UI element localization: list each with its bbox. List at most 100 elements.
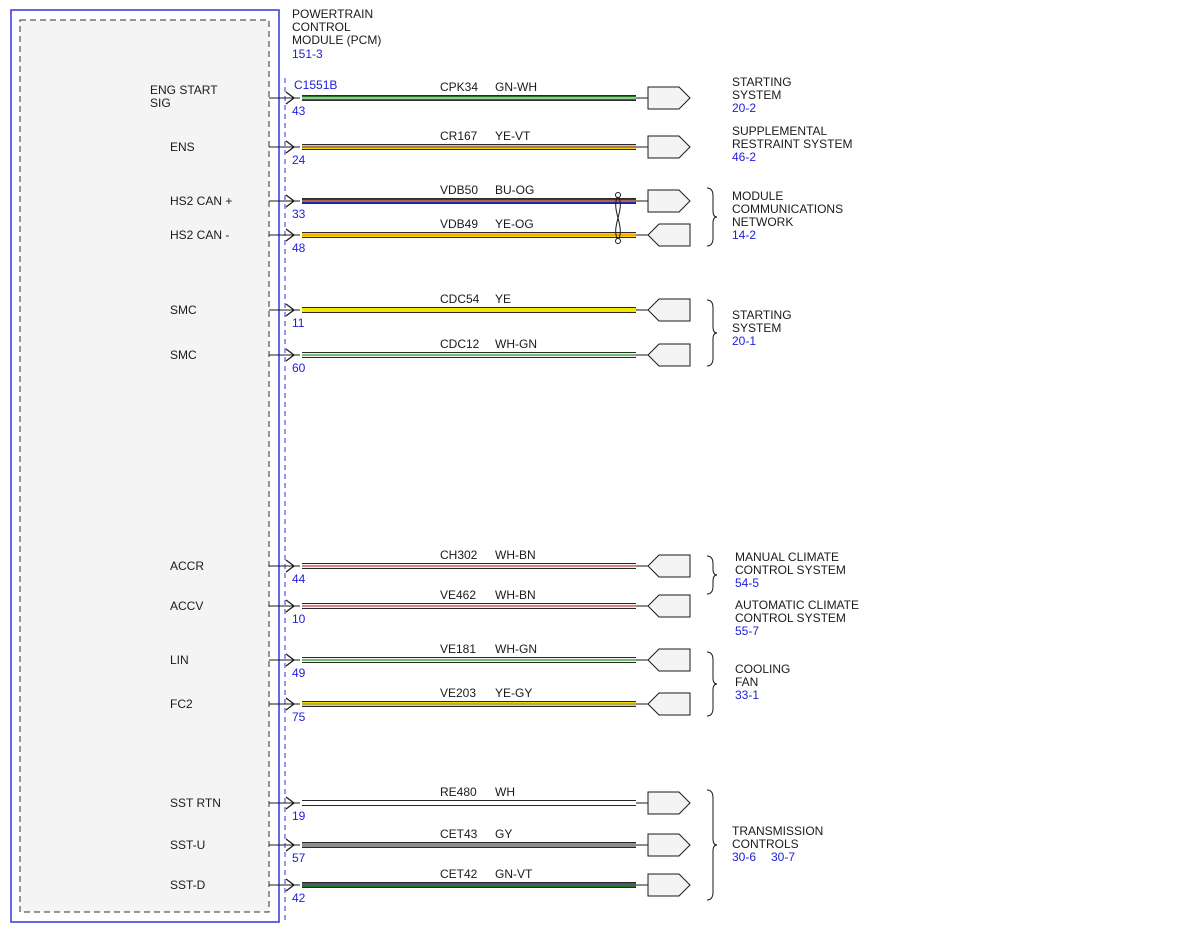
pin-arrow-icon: [285, 599, 296, 613]
wire-stripe: [302, 309, 636, 311]
pin-number: 24: [292, 153, 306, 167]
signal-label: SMC: [170, 348, 197, 362]
pin-arrow-icon: [285, 838, 296, 852]
wire-stripe: [302, 234, 636, 236]
inline-connector[interactable]: [647, 189, 691, 213]
inline-connector[interactable]: [647, 223, 691, 247]
pin-number: 10: [292, 612, 306, 626]
destination-ref[interactable]: 20-1: [732, 334, 756, 348]
destination-label: CONTROLS: [732, 837, 799, 851]
destination-ref[interactable]: 46-2: [732, 150, 756, 164]
destination-label: CONTROL SYSTEM: [735, 563, 846, 577]
destination-label: TRANSMISSION: [732, 824, 823, 838]
wire-row: FC2 75 VE203 YE-GY: [170, 686, 691, 724]
module-title-line-3: MODULE (PCM): [292, 33, 381, 47]
wire-row: SST RTN 19 RE480 WH: [170, 785, 691, 823]
signal-label: LIN: [170, 653, 189, 667]
circuit-id: CDC54: [440, 292, 480, 306]
pin-arrow-icon: [285, 194, 296, 208]
signal-label: ACCV: [170, 599, 203, 613]
module-ref[interactable]: 151-3: [292, 47, 323, 61]
pin-number: 60: [292, 361, 306, 375]
destination-ref[interactable]: 14-2: [732, 228, 756, 242]
grouping-brace-icon: [706, 651, 718, 717]
destinations-layer: STARTINGSYSTEM20-2SUPPLEMENTALRESTRAINT …: [706, 75, 859, 901]
destination-label: RESTRAINT SYSTEM: [732, 137, 852, 151]
grouping-brace-icon: [706, 187, 718, 247]
wire-stripe: [302, 97, 636, 99]
inline-connector[interactable]: [647, 873, 691, 897]
wire-row: HS2 CAN - 48 VDB49 YE-OG: [170, 217, 691, 255]
inline-connector[interactable]: [647, 833, 691, 857]
pin-number: 11: [292, 316, 305, 330]
inline-connector[interactable]: [647, 343, 691, 367]
wire-color-code: WH-BN: [495, 588, 536, 602]
wire-row: SST-U 57 CET43 GY: [170, 827, 691, 865]
destination-ref[interactable]: 55-7: [735, 624, 759, 638]
signal-label: FC2: [170, 697, 193, 711]
pin-arrow-icon: [285, 559, 296, 573]
inline-connector[interactable]: [647, 648, 691, 672]
pin-number: 57: [292, 851, 306, 865]
inline-connector[interactable]: [647, 86, 691, 110]
destination-ref[interactable]: 20-2: [732, 101, 756, 115]
wire-stripe: [302, 565, 636, 567]
circuit-id: RE480: [440, 785, 477, 799]
destination-label: STARTING: [732, 75, 792, 89]
pin-arrow-icon: [285, 348, 296, 362]
circuit-id: CPK34: [440, 80, 478, 94]
pin-number: 33: [292, 207, 306, 221]
destination-label: NETWORK: [732, 215, 793, 229]
wire-stripe: [302, 844, 636, 846]
wire-row: HS2 CAN + 33 VDB50 BU-OG: [170, 183, 691, 221]
pin-number: 75: [292, 710, 306, 724]
wire-stripe: [302, 605, 636, 607]
signal-label: SMC: [170, 303, 197, 317]
pin-number: 42: [292, 891, 306, 905]
connector-id[interactable]: C1551B: [294, 78, 337, 92]
destination-label: MANUAL CLIMATE: [735, 550, 839, 564]
inline-connector[interactable]: [647, 791, 691, 815]
pin-arrow-icon: [285, 878, 296, 892]
wire-row: ACCR 44 CH302 WH-BN: [170, 548, 691, 586]
circuit-id: VE462: [440, 588, 476, 602]
inline-connector[interactable]: [647, 554, 691, 578]
wire-stripe: [302, 354, 636, 356]
signal-label: ENS: [170, 140, 195, 154]
inline-connector[interactable]: [647, 692, 691, 716]
wire-color-code: YE-GY: [495, 686, 532, 700]
circuit-id: CR167: [440, 129, 478, 143]
destination-ref[interactable]: 33-1: [735, 688, 759, 702]
pin-arrow-icon: [285, 91, 296, 105]
circuit-id: VE181: [440, 642, 476, 656]
inline-connector[interactable]: [647, 298, 691, 322]
destination-ref[interactable]: 54-5: [735, 576, 759, 590]
wire-stripe: [302, 200, 636, 202]
destination-label: SYSTEM: [732, 321, 781, 335]
signal-label: ENG START: [150, 83, 218, 97]
destination-ref[interactable]: 30-6: [732, 850, 756, 864]
pin-number: 48: [292, 241, 306, 255]
signal-label: SIG: [150, 96, 171, 110]
wire-row: SST-D 42 CET42 GN-VT: [170, 867, 691, 905]
twisted-pair-icon: [615, 194, 621, 242]
destination-ref[interactable]: 30-7: [771, 850, 795, 864]
inline-connector[interactable]: [647, 135, 691, 159]
destination-label: STARTING: [732, 308, 792, 322]
wire-color-code: GN-VT: [495, 867, 533, 881]
pin-number: 19: [292, 809, 306, 823]
wire-stripe: [302, 146, 636, 148]
signal-label: SST RTN: [170, 796, 221, 810]
inline-connector[interactable]: [647, 594, 691, 618]
twisted-pair-end-icon: [615, 238, 621, 244]
wire-color-code: BU-OG: [495, 183, 534, 197]
grouping-brace-icon: [706, 555, 718, 595]
destination-label: COOLING: [735, 662, 790, 676]
circuit-id: CET43: [440, 827, 478, 841]
wire-stripe: [302, 659, 636, 661]
wire-row: LIN 49 VE181 WH-GN: [170, 642, 691, 680]
